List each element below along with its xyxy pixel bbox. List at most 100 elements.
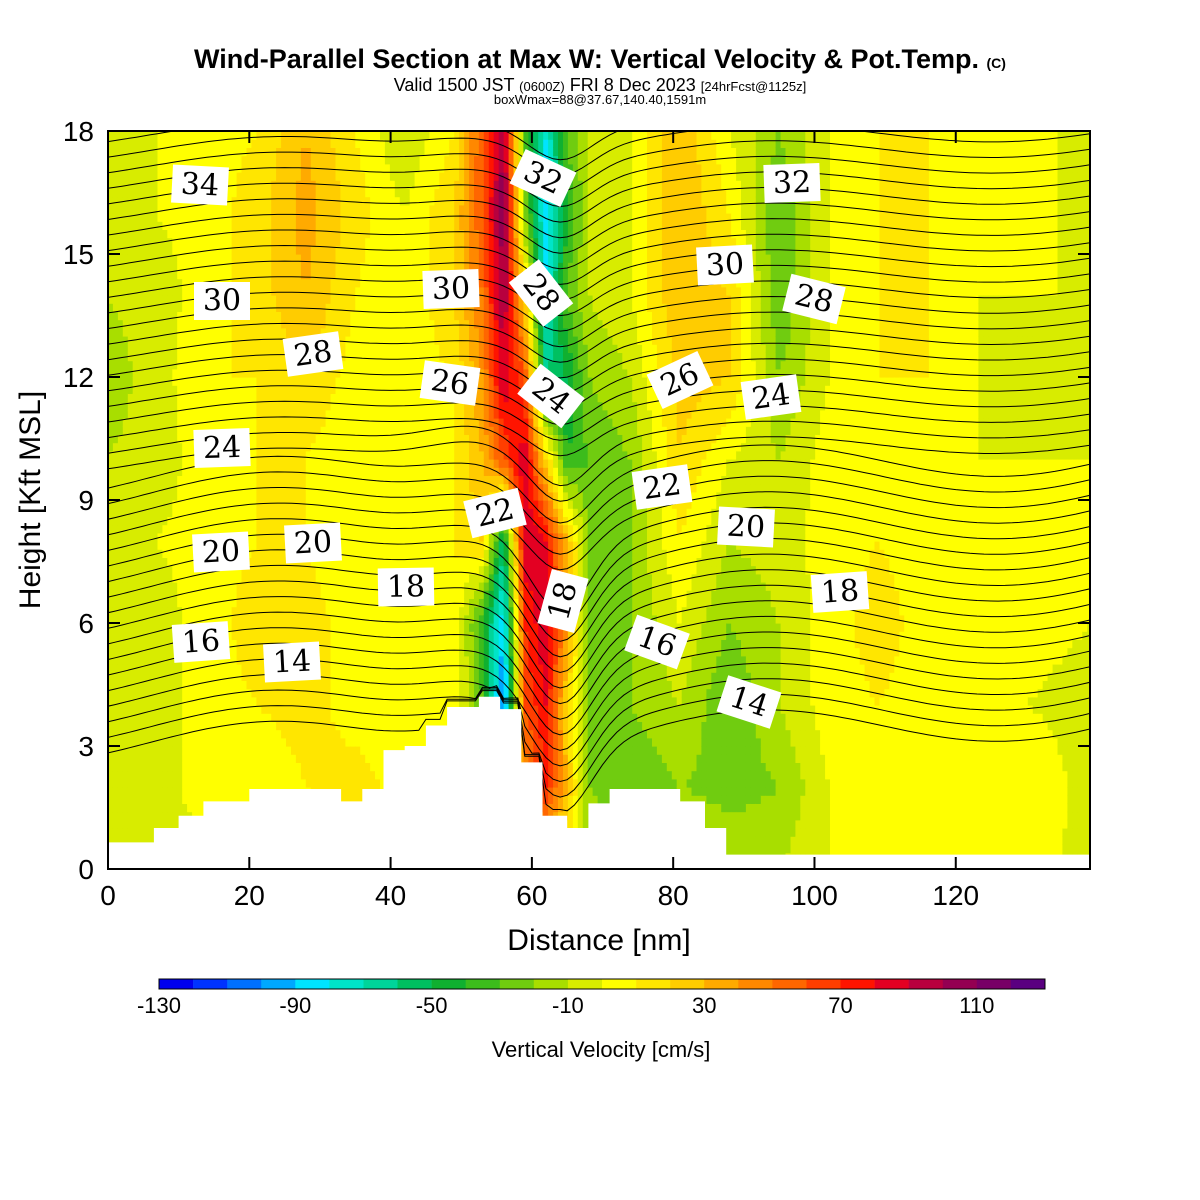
vv-cell (291, 245, 297, 255)
vv-cell (345, 746, 351, 755)
vv-cell (147, 418, 154, 427)
vv-cell (142, 598, 149, 608)
vv-cell (137, 573, 144, 583)
vv-cell (256, 295, 262, 304)
vv-cell (350, 500, 356, 509)
vv-cell (117, 352, 124, 362)
vv-cell (142, 565, 149, 575)
vv-cell (147, 557, 154, 567)
vv-cell (147, 459, 154, 468)
vv-cell (147, 180, 154, 189)
vv-cell (187, 705, 193, 714)
vv-cell (241, 213, 248, 222)
vv-cell (276, 229, 282, 239)
vv-cell (365, 688, 371, 698)
vv-cell (187, 139, 193, 148)
vv-cell (295, 450, 302, 460)
vv-cell (286, 475, 292, 485)
vv-cell (187, 713, 193, 722)
vv-cell (162, 541, 168, 550)
vv-cell (276, 418, 282, 427)
vv-cell (320, 598, 327, 608)
vv-cell (261, 590, 267, 599)
vv-cell (375, 590, 381, 599)
vv-cell (355, 327, 361, 337)
vv-cell (157, 737, 164, 747)
vv-cell (335, 778, 342, 788)
vv-cell (360, 245, 366, 255)
vv-cell (117, 754, 124, 763)
vv-cell (108, 475, 114, 485)
vv-cell (370, 426, 376, 435)
vv-cell (365, 155, 371, 165)
vv-cell (360, 524, 366, 534)
vv-cell (197, 131, 203, 140)
vv-cell (221, 344, 228, 353)
vv-cell (197, 721, 203, 731)
vv-cell (251, 459, 257, 468)
vv-cell (182, 614, 188, 624)
vv-cell (291, 696, 297, 706)
vv-cell (157, 385, 164, 394)
vv-cell (271, 573, 277, 583)
vv-cell (112, 155, 119, 165)
vv-cell (112, 787, 119, 796)
vv-cell (241, 245, 248, 255)
vv-cell (315, 139, 322, 148)
vv-cell (320, 459, 327, 468)
vv-cell (375, 655, 381, 665)
vv-cell (256, 434, 262, 444)
vv-cell (335, 573, 342, 583)
vv-cell (211, 221, 218, 230)
vv-cell (162, 229, 168, 239)
vv-cell (340, 245, 346, 255)
vv-cell (236, 377, 243, 386)
vv-cell (360, 327, 366, 337)
vv-cell (182, 721, 188, 731)
vv-cell (197, 729, 203, 739)
vv-cell (340, 672, 346, 681)
vv-cell (108, 655, 114, 665)
vv-cell (117, 778, 124, 788)
vv-cell (315, 131, 322, 140)
vv-cell (202, 377, 208, 386)
vv-cell (157, 368, 164, 378)
vv-cell (127, 647, 134, 657)
vv-cell (335, 680, 342, 690)
vv-cell (350, 467, 356, 476)
vv-cell (132, 221, 139, 230)
vv-cell (241, 262, 248, 271)
vv-cell (251, 188, 257, 198)
vv-cell (187, 729, 193, 739)
vv-cell (325, 303, 332, 312)
vv-cell (231, 319, 238, 329)
vv-cell (281, 549, 287, 558)
vv-cell (365, 696, 371, 706)
vv-cell (117, 688, 124, 698)
vv-cell (256, 688, 262, 698)
vv-cell (132, 229, 139, 239)
vv-cell (325, 377, 332, 386)
vv-cell (281, 377, 287, 386)
vv-cell (365, 213, 371, 222)
vv-cell (147, 508, 154, 517)
vv-cell (276, 696, 282, 706)
vv-cell (281, 286, 287, 296)
vv-cell (142, 483, 149, 493)
vv-cell (182, 368, 188, 378)
vv-cell (291, 188, 297, 198)
vv-cell (236, 647, 243, 657)
vv-cell (157, 573, 164, 583)
vv-cell (251, 131, 257, 140)
vv-cell (310, 278, 317, 288)
vv-cell (281, 754, 287, 763)
vv-cell (246, 524, 253, 534)
vv-cell (350, 262, 356, 271)
vv-cell (315, 237, 322, 247)
vv-cell (261, 680, 267, 690)
vv-cell (162, 778, 168, 788)
vv-cell (325, 647, 332, 657)
vv-cell (236, 737, 243, 747)
vv-cell (112, 524, 119, 534)
vv-cell (305, 713, 312, 722)
